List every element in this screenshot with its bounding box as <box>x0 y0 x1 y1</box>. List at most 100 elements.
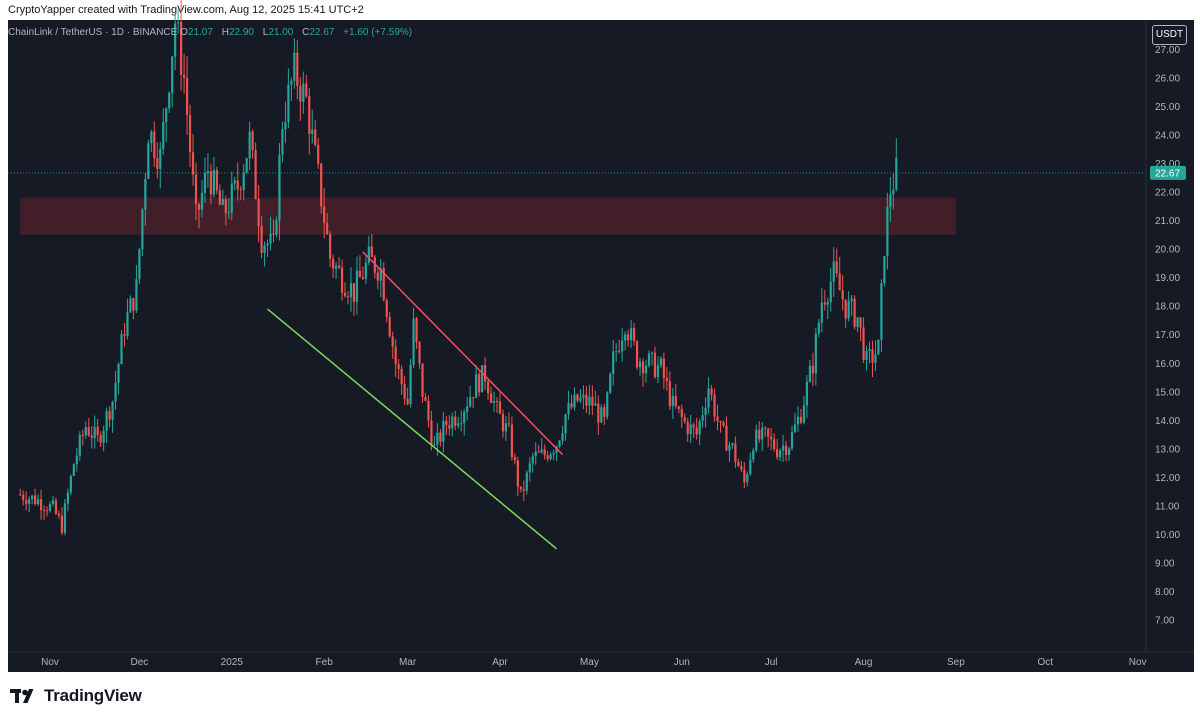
candle <box>379 258 382 298</box>
candle <box>501 409 505 438</box>
candle <box>358 255 362 278</box>
candle <box>472 396 475 408</box>
candle <box>829 267 832 312</box>
legend-open: 21.07 <box>187 27 213 38</box>
candle <box>215 166 218 195</box>
candle <box>147 139 150 179</box>
candle <box>334 261 338 279</box>
candle <box>296 39 299 100</box>
candle <box>641 358 645 387</box>
tradingview-logo[interactable]: TradingView <box>10 686 142 706</box>
candle <box>185 56 189 135</box>
legend-high: 22.90 <box>228 27 254 38</box>
candle <box>224 195 227 226</box>
price-tick-label: 19.00 <box>1155 273 1180 284</box>
candle <box>439 428 442 447</box>
candle <box>75 447 78 472</box>
candle <box>773 433 776 452</box>
candle <box>45 506 49 517</box>
candle <box>349 267 353 312</box>
candle <box>114 370 117 410</box>
price-tick-label: 20.00 <box>1155 245 1180 256</box>
candle <box>525 470 528 495</box>
candle <box>317 137 320 169</box>
candle <box>332 254 335 278</box>
price-tick-label: 18.00 <box>1155 302 1180 313</box>
footer-bar <box>0 672 1200 720</box>
candle <box>850 294 853 316</box>
candle <box>460 410 463 432</box>
candle <box>22 490 25 506</box>
candle <box>212 156 215 198</box>
candle <box>603 403 606 426</box>
candle <box>784 440 788 462</box>
time-tick-label: Aug <box>855 657 873 668</box>
candle <box>305 74 308 99</box>
candle <box>343 282 347 298</box>
price-tick-label: 25.00 <box>1155 102 1180 113</box>
candle <box>475 365 478 398</box>
candle <box>203 157 207 204</box>
candle <box>835 248 838 278</box>
candle <box>272 219 275 243</box>
candle <box>448 415 451 436</box>
candle <box>63 499 66 536</box>
candle <box>519 486 522 493</box>
candle <box>740 460 743 473</box>
candle <box>370 234 373 258</box>
candle <box>397 359 400 380</box>
candle <box>39 489 43 520</box>
candle <box>293 38 296 89</box>
candle <box>388 311 391 338</box>
candle <box>323 188 326 239</box>
candle <box>48 501 52 513</box>
last-price-tag: 22.67 <box>1155 168 1180 179</box>
candle <box>156 142 159 179</box>
candle <box>96 419 99 442</box>
candle <box>728 441 731 462</box>
currency-selector[interactable]: USDT <box>1152 25 1187 45</box>
candle <box>135 265 138 313</box>
candle <box>770 428 773 451</box>
candle <box>275 216 278 238</box>
candle <box>153 121 156 168</box>
candle <box>737 458 740 467</box>
candle <box>722 420 725 428</box>
candle <box>567 390 570 420</box>
candle <box>481 364 484 393</box>
candle <box>159 141 162 189</box>
price-tick-label: 15.00 <box>1155 387 1180 398</box>
candle <box>81 429 84 446</box>
candle <box>761 421 764 452</box>
candle <box>802 396 806 425</box>
candle <box>692 422 695 439</box>
price-tick-label: 7.00 <box>1155 616 1175 627</box>
candle <box>492 391 496 413</box>
candle <box>540 438 543 454</box>
candle <box>415 316 418 349</box>
candle <box>162 108 165 155</box>
candle <box>337 257 341 270</box>
price-tick-label: 22.00 <box>1155 187 1180 198</box>
candle <box>516 456 519 497</box>
candle <box>615 343 618 362</box>
candle <box>129 295 132 313</box>
price-tick-label: 23.00 <box>1155 159 1180 170</box>
candle <box>582 385 585 410</box>
legend-close-label: C <box>302 27 310 38</box>
candle <box>445 415 448 435</box>
candle <box>260 216 263 259</box>
candle <box>144 172 147 226</box>
candle <box>239 185 242 200</box>
candle <box>263 241 266 267</box>
candle <box>504 416 508 441</box>
candle <box>489 386 493 404</box>
chart-area[interactable] <box>8 20 1194 672</box>
candle <box>442 412 445 453</box>
candle <box>180 0 183 91</box>
candle <box>790 425 794 451</box>
candle <box>644 359 648 383</box>
candle <box>188 104 192 168</box>
candle <box>69 474 72 496</box>
